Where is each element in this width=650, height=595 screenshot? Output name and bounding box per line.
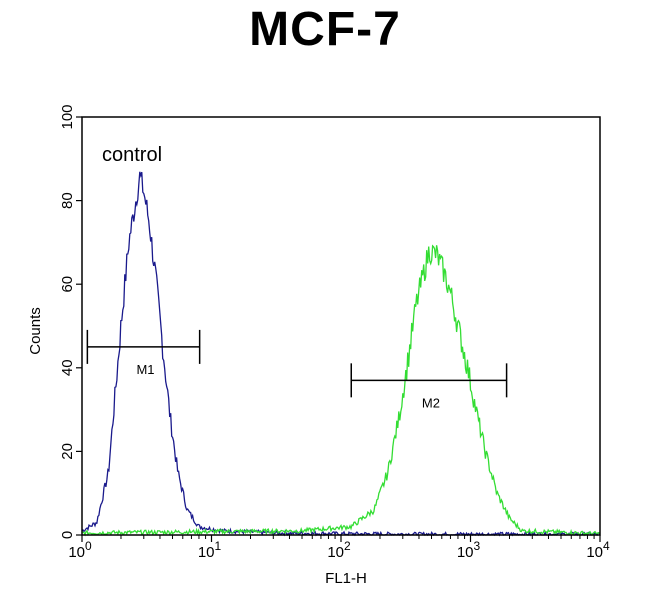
x-tick-label: 103 [457,539,481,561]
series-control-line [81,171,601,537]
x-tick-label: 100 [68,539,92,561]
control-label: control [102,144,162,166]
chart-title: MCF-7 [249,3,401,56]
marker-m1-label: M1 [136,362,154,377]
x-tick-label: 104 [586,539,610,561]
y-tick-label: 20 [59,443,76,460]
x-tick-label: 101 [198,539,222,561]
marker-m2-label: M2 [422,395,440,410]
y-tick-label: 100 [59,104,76,129]
y-tick-label: 0 [59,531,76,539]
series-sample-line [81,244,601,537]
plot-frame [81,116,601,536]
x-tick-label: 102 [327,539,351,561]
y-tick-label: 80 [59,192,76,209]
y-tick-label: 60 [59,276,76,293]
y-tick-label: 40 [59,359,76,376]
x-axis-label: FL1-H [325,570,367,587]
y-axis-label: Counts [27,307,44,355]
